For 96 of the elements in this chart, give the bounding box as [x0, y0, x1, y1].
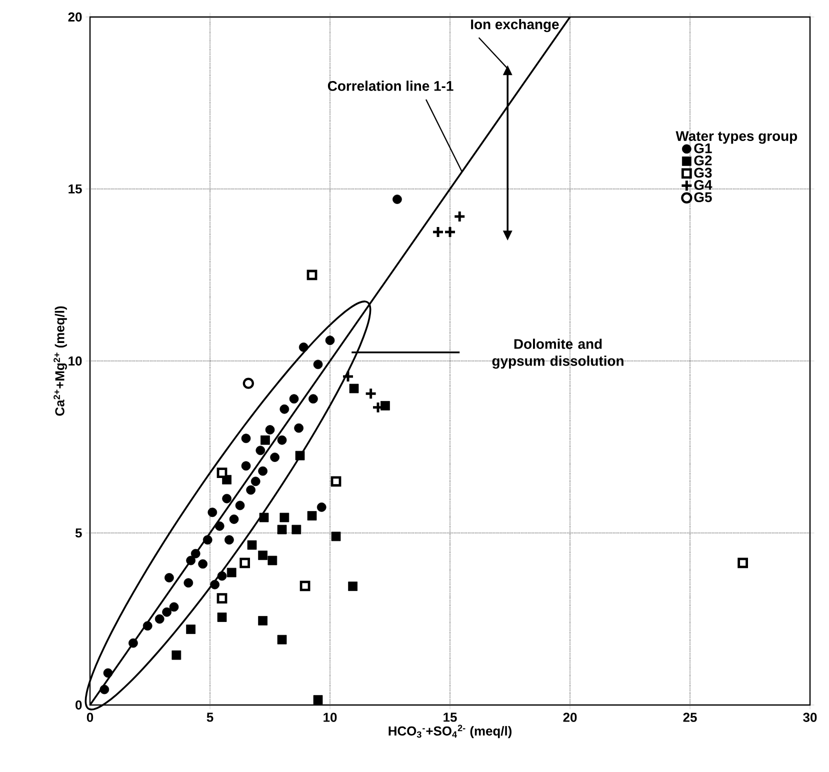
point [256, 446, 266, 456]
point [154, 614, 164, 624]
point [186, 624, 196, 634]
point [392, 194, 402, 204]
point [364, 387, 378, 400]
legend-title: Water types group [676, 131, 798, 144]
point [307, 511, 317, 520]
y-tick-label: 5 [75, 528, 82, 538]
point [224, 535, 234, 545]
point [186, 556, 196, 566]
legend-label: G5 [694, 192, 712, 202]
x-tick-label: 10 [324, 712, 337, 722]
point [229, 514, 239, 524]
point [265, 425, 275, 434]
point [226, 568, 236, 578]
x-tick-label: 20 [563, 712, 577, 722]
point [240, 558, 250, 568]
point [380, 401, 390, 410]
point [349, 384, 359, 394]
point [169, 602, 179, 612]
point [308, 394, 318, 404]
x-tick-label: 0 [86, 712, 94, 722]
point [208, 508, 218, 518]
point [294, 423, 304, 433]
point [270, 452, 280, 462]
point [103, 668, 113, 678]
point [184, 578, 194, 588]
y-tick-label: 10 [68, 356, 82, 366]
y-tick-label: 15 [68, 184, 82, 194]
point [241, 461, 251, 471]
annotation: Dolomite and gypsum dissolution [492, 338, 624, 369]
y-axis-title: Ca$^{2+}$+Mg$^{2+}$ (meq/l) [54, 306, 67, 416]
point [292, 524, 302, 534]
point [142, 621, 152, 631]
legend-label: G1 [694, 143, 712, 154]
point [198, 559, 208, 569]
legend-label: G3 [694, 168, 712, 178]
x-tick-label: 5 [206, 712, 214, 722]
point [280, 512, 290, 522]
point [342, 370, 354, 383]
point [247, 540, 257, 550]
y-tick-label: 20 [68, 12, 82, 22]
point [217, 612, 227, 622]
point [222, 494, 232, 504]
point [258, 616, 268, 626]
point [444, 226, 456, 238]
x-tick-label: 30 [803, 712, 817, 722]
point [348, 582, 358, 591]
point [250, 476, 260, 486]
legend-label: G4 [694, 180, 712, 190]
y-tick-label: 0 [76, 700, 82, 710]
point [235, 500, 245, 510]
point [210, 580, 220, 590]
point [313, 360, 323, 370]
x-tick-label: 15 [444, 712, 457, 722]
x-axis-title: HCO$_{3}$$^{-}$+SO$_{4}$$^{2-}$ (meq/l) [388, 724, 512, 738]
point [258, 550, 268, 560]
point [259, 512, 269, 522]
point [289, 394, 299, 404]
point [241, 434, 251, 444]
point [330, 476, 342, 487]
point [202, 535, 212, 545]
point [277, 435, 287, 445]
point [190, 548, 200, 558]
point [260, 435, 270, 445]
point [216, 593, 228, 604]
point [300, 580, 310, 592]
point [277, 634, 287, 644]
point [313, 695, 323, 705]
point [325, 336, 335, 346]
point [128, 638, 138, 648]
point [331, 532, 341, 542]
point [280, 404, 290, 414]
point [242, 378, 254, 389]
point [306, 270, 318, 280]
point [277, 524, 287, 534]
point [164, 573, 174, 582]
point [162, 607, 172, 617]
point [453, 210, 466, 223]
annotation: Ion exchange [471, 19, 559, 32]
legend-label: G2 [694, 156, 712, 166]
point [298, 342, 308, 352]
point [738, 558, 748, 568]
point [432, 226, 444, 238]
point [268, 556, 278, 566]
point [172, 650, 182, 660]
point [216, 468, 228, 478]
point [217, 571, 227, 581]
point [295, 450, 305, 460]
point [100, 684, 110, 694]
annotation: Correlation line 1-1 [328, 80, 454, 91]
point [214, 521, 224, 531]
point [258, 466, 268, 476]
x-tick-label: 25 [683, 712, 697, 722]
point [246, 485, 256, 495]
point [316, 502, 326, 512]
